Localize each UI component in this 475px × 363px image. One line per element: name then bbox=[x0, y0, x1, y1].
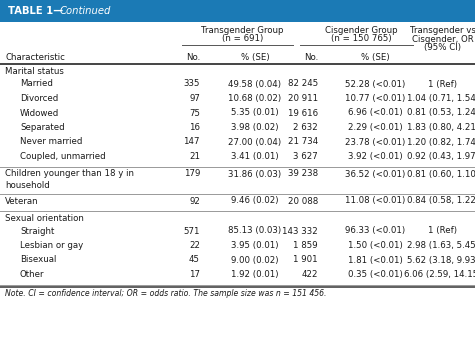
Text: 1 (Ref): 1 (Ref) bbox=[428, 79, 457, 89]
Text: 179: 179 bbox=[184, 170, 200, 179]
Text: % (SE): % (SE) bbox=[361, 53, 389, 62]
Text: 23.78 (<0.01): 23.78 (<0.01) bbox=[345, 138, 405, 147]
Text: 2.98 (1.63, 5.45): 2.98 (1.63, 5.45) bbox=[407, 241, 475, 250]
Text: 0.35 (<0.01): 0.35 (<0.01) bbox=[348, 270, 402, 279]
Text: 11.08 (<0.01): 11.08 (<0.01) bbox=[345, 196, 405, 205]
Text: Transgender vs: Transgender vs bbox=[410, 26, 475, 35]
Text: 10.77 (<0.01): 10.77 (<0.01) bbox=[345, 94, 405, 103]
Text: Married: Married bbox=[20, 79, 53, 89]
Text: 571: 571 bbox=[183, 227, 200, 236]
Text: Never married: Never married bbox=[20, 138, 82, 147]
Text: 21: 21 bbox=[189, 152, 200, 161]
Text: Sexual orientation: Sexual orientation bbox=[5, 214, 84, 223]
Text: Cisgender, OR: Cisgender, OR bbox=[412, 34, 474, 44]
Text: 96.33 (<0.01): 96.33 (<0.01) bbox=[345, 227, 405, 236]
Text: 1.50 (<0.01): 1.50 (<0.01) bbox=[348, 241, 402, 250]
Text: 6.96 (<0.01): 6.96 (<0.01) bbox=[348, 109, 402, 118]
Text: 3.92 (<0.01): 3.92 (<0.01) bbox=[348, 152, 402, 161]
Text: Continued: Continued bbox=[60, 6, 111, 16]
Text: 147: 147 bbox=[183, 138, 200, 147]
Text: 20 088: 20 088 bbox=[288, 196, 318, 205]
Text: Children younger than 18 y in: Children younger than 18 y in bbox=[5, 170, 134, 179]
Text: 9.46 (0.02): 9.46 (0.02) bbox=[231, 196, 279, 205]
Text: 2 632: 2 632 bbox=[293, 123, 318, 132]
Text: 1.20 (0.82, 1.74): 1.20 (0.82, 1.74) bbox=[407, 138, 475, 147]
Text: Marital status: Marital status bbox=[5, 67, 64, 76]
Text: 21 734: 21 734 bbox=[288, 138, 318, 147]
Text: 1.81 (<0.01): 1.81 (<0.01) bbox=[348, 256, 402, 265]
Text: Coupled, unmarried: Coupled, unmarried bbox=[20, 152, 105, 161]
Text: 143 332: 143 332 bbox=[282, 227, 318, 236]
Text: 22: 22 bbox=[189, 241, 200, 250]
Bar bbox=[0, 0, 475, 22]
Text: 82 245: 82 245 bbox=[288, 79, 318, 89]
Text: 0.81 (0.60, 1.10): 0.81 (0.60, 1.10) bbox=[407, 170, 475, 179]
Text: 3 627: 3 627 bbox=[293, 152, 318, 161]
Text: 0.92 (0.43, 1.97): 0.92 (0.43, 1.97) bbox=[407, 152, 475, 161]
Text: 52.28 (<0.01): 52.28 (<0.01) bbox=[345, 79, 405, 89]
Text: 9.00 (0.02): 9.00 (0.02) bbox=[231, 256, 279, 265]
Text: 0.81 (0.53, 1.24): 0.81 (0.53, 1.24) bbox=[407, 109, 475, 118]
Text: 2.29 (<0.01): 2.29 (<0.01) bbox=[348, 123, 402, 132]
Text: Other: Other bbox=[20, 270, 45, 279]
Text: 49.58 (0.04): 49.58 (0.04) bbox=[228, 79, 282, 89]
Text: Veteran: Veteran bbox=[5, 196, 38, 205]
Text: Transgender Group: Transgender Group bbox=[201, 26, 284, 35]
Text: % (SE): % (SE) bbox=[241, 53, 269, 62]
Text: 1 859: 1 859 bbox=[294, 241, 318, 250]
Text: 39 238: 39 238 bbox=[288, 170, 318, 179]
Text: 16: 16 bbox=[189, 123, 200, 132]
Text: Cisgender Group: Cisgender Group bbox=[325, 26, 398, 35]
Text: 0.84 (0.58, 1.22): 0.84 (0.58, 1.22) bbox=[407, 196, 475, 205]
Text: 19 616: 19 616 bbox=[288, 109, 318, 118]
Text: Note. CI = confidence interval; OR = odds ratio. The sample size was n = 151 456: Note. CI = confidence interval; OR = odd… bbox=[5, 290, 326, 298]
Text: 75: 75 bbox=[189, 109, 200, 118]
Text: 10.68 (0.02): 10.68 (0.02) bbox=[228, 94, 282, 103]
Text: 3.41 (0.01): 3.41 (0.01) bbox=[231, 152, 279, 161]
Text: 36.52 (<0.01): 36.52 (<0.01) bbox=[345, 170, 405, 179]
Text: 5.35 (0.01): 5.35 (0.01) bbox=[231, 109, 279, 118]
Text: Divorced: Divorced bbox=[20, 94, 58, 103]
Text: (n = 150 765): (n = 150 765) bbox=[331, 34, 392, 44]
Text: 1 901: 1 901 bbox=[294, 256, 318, 265]
Text: 1.83 (0.80, 4.21): 1.83 (0.80, 4.21) bbox=[407, 123, 475, 132]
Text: 85.13 (0.03): 85.13 (0.03) bbox=[228, 227, 282, 236]
Text: Widowed: Widowed bbox=[20, 109, 59, 118]
Text: 27.00 (0.04): 27.00 (0.04) bbox=[228, 138, 282, 147]
Text: (n = 691): (n = 691) bbox=[222, 34, 263, 44]
Text: 422: 422 bbox=[302, 270, 318, 279]
Text: 45: 45 bbox=[189, 256, 200, 265]
Text: Characteristic: Characteristic bbox=[5, 53, 65, 62]
Text: 1.04 (0.71, 1.54): 1.04 (0.71, 1.54) bbox=[407, 94, 475, 103]
Text: 1.92 (0.01): 1.92 (0.01) bbox=[231, 270, 279, 279]
Text: 20 911: 20 911 bbox=[288, 94, 318, 103]
Text: Lesbian or gay: Lesbian or gay bbox=[20, 241, 83, 250]
Text: 335: 335 bbox=[183, 79, 200, 89]
Text: No.: No. bbox=[304, 53, 318, 62]
Text: household: household bbox=[5, 181, 50, 190]
Text: TABLE 1—: TABLE 1— bbox=[8, 6, 63, 16]
Text: 17: 17 bbox=[189, 270, 200, 279]
Text: No.: No. bbox=[186, 53, 200, 62]
Text: 31.86 (0.03): 31.86 (0.03) bbox=[228, 170, 282, 179]
Text: 97: 97 bbox=[189, 94, 200, 103]
Text: Bisexual: Bisexual bbox=[20, 256, 57, 265]
Text: 1 (Ref): 1 (Ref) bbox=[428, 227, 457, 236]
Text: (95% CI): (95% CI) bbox=[425, 43, 462, 52]
Text: 92: 92 bbox=[189, 196, 200, 205]
Text: 5.62 (3.18, 9.93): 5.62 (3.18, 9.93) bbox=[407, 256, 475, 265]
Text: Separated: Separated bbox=[20, 123, 65, 132]
Text: 3.95 (0.01): 3.95 (0.01) bbox=[231, 241, 279, 250]
Text: 6.06 (2.59, 14.15): 6.06 (2.59, 14.15) bbox=[404, 270, 475, 279]
Text: Straight: Straight bbox=[20, 227, 54, 236]
Text: 3.98 (0.02): 3.98 (0.02) bbox=[231, 123, 279, 132]
